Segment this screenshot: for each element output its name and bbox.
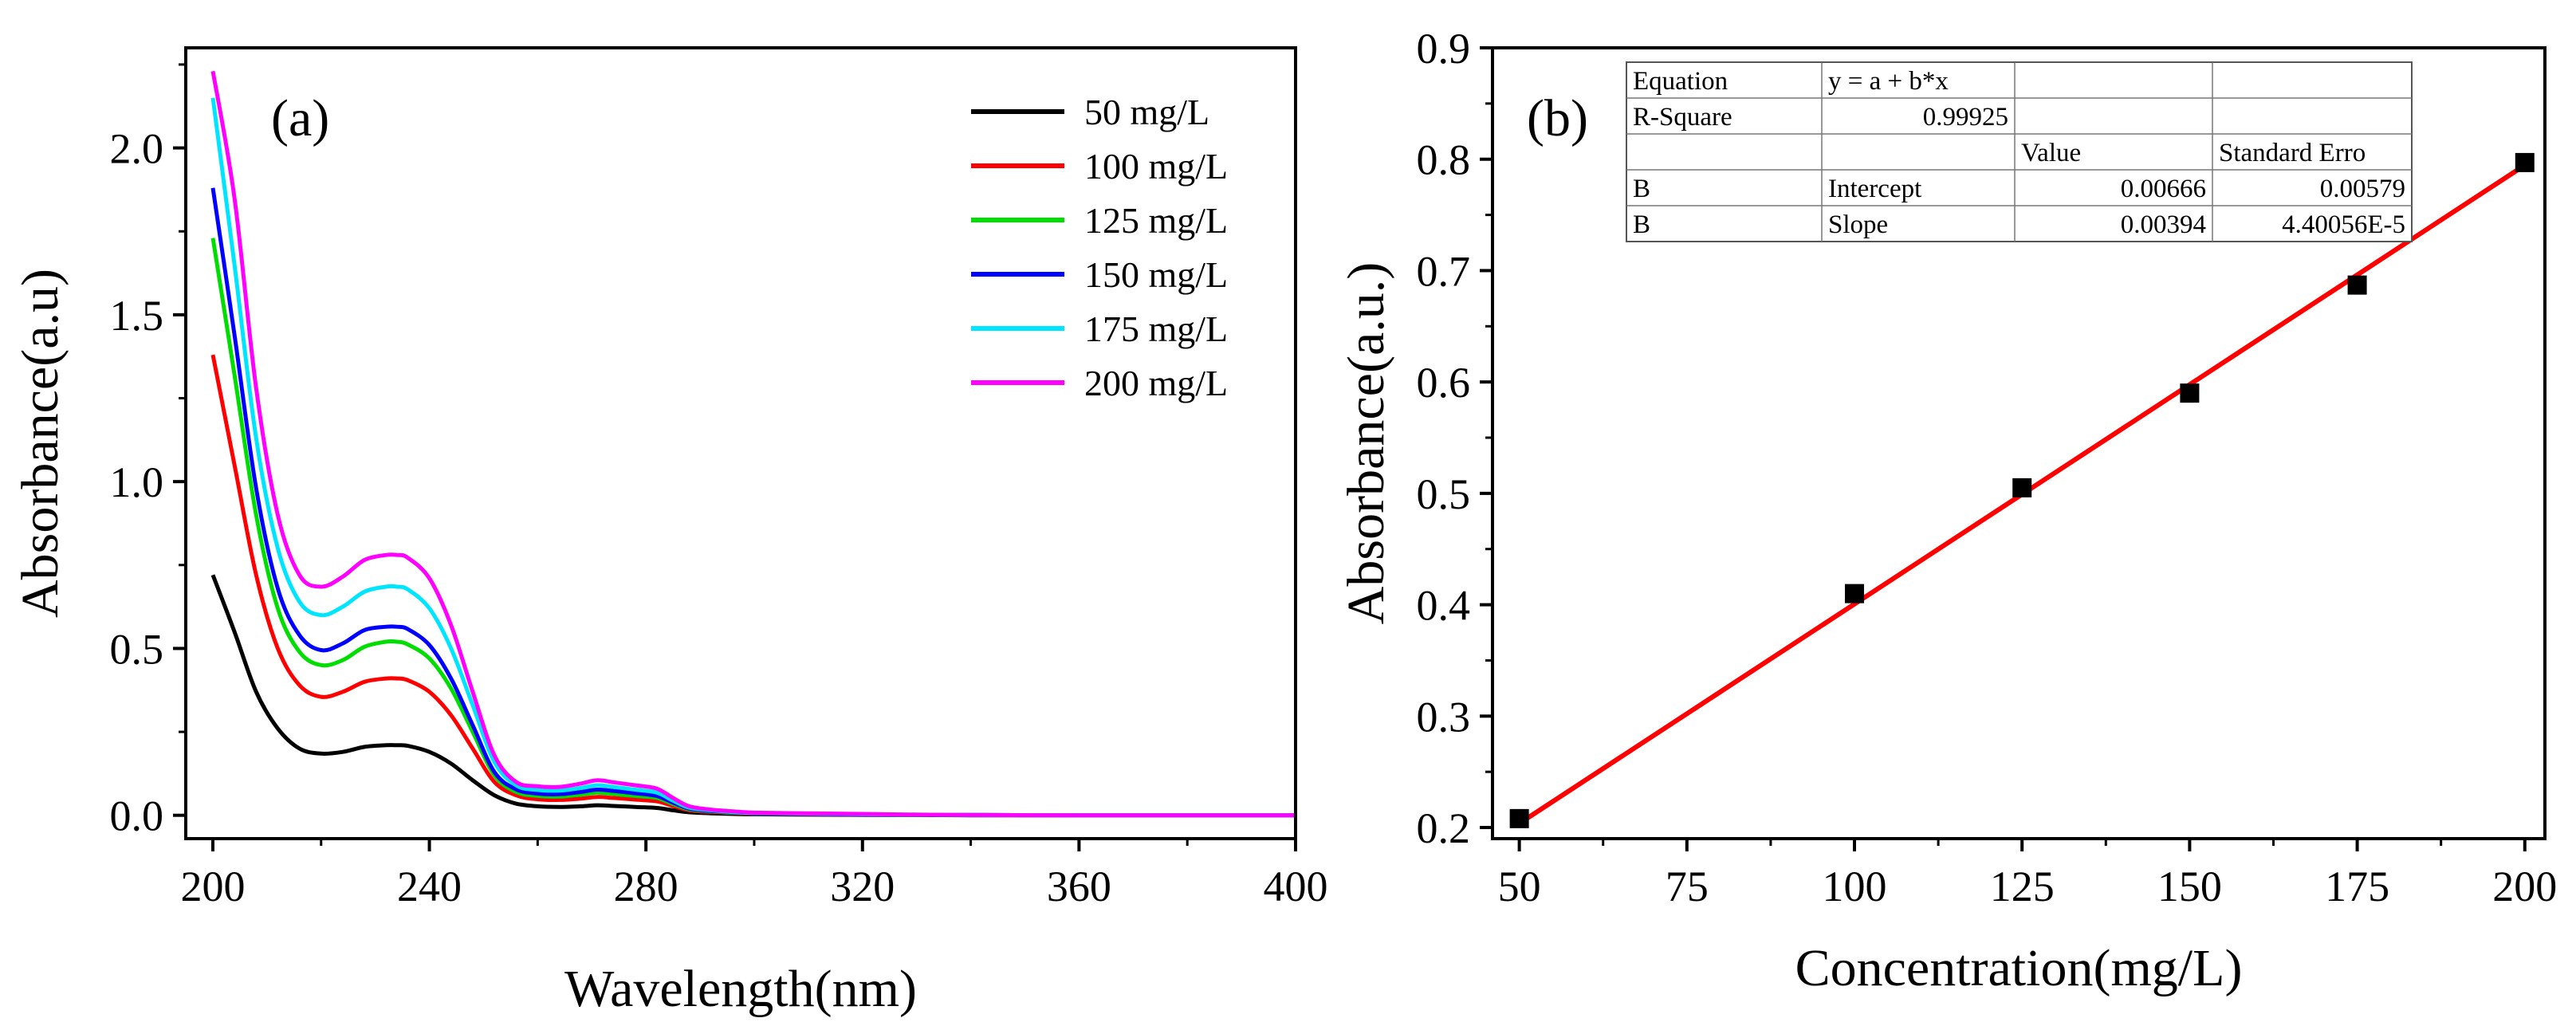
fit-table-cell: Value bbox=[2021, 139, 2081, 167]
fit-table-cell: 4.40056E-5 bbox=[2282, 210, 2405, 239]
b-data-point-4 bbox=[2347, 275, 2367, 295]
fit-table-cell: B bbox=[1633, 210, 1650, 239]
a-y-axis-title: Absorbance(a.u) bbox=[11, 269, 69, 618]
a-legend-label-0: 50 mg/L bbox=[1084, 92, 1209, 132]
fit-table-cell: Standard Erro bbox=[2219, 139, 2366, 167]
a-legend-label-5: 200 mg/L bbox=[1084, 363, 1228, 403]
a-x-tick-label: 400 bbox=[1264, 863, 1328, 910]
b-data-point-5 bbox=[2515, 152, 2535, 172]
b-y-tick-label: 0.4 bbox=[1417, 582, 1471, 630]
b-x-axis-title: Concentration(mg/L) bbox=[1795, 939, 2243, 997]
b-data-point-3 bbox=[2180, 383, 2200, 403]
b-x-tick-label: 200 bbox=[2492, 863, 2557, 910]
fit-table-cell: Slope bbox=[1828, 210, 1888, 239]
a-legend: 50 mg/L 100 mg/L 125 mg/L 150 mg/L 175 mg/L 2… bbox=[971, 92, 1228, 403]
b-x-tick-label: 150 bbox=[2157, 863, 2222, 910]
b-x-tick-label: 125 bbox=[1990, 863, 2055, 910]
fit-table-cell: B bbox=[1633, 175, 1650, 203]
b-points-group bbox=[1509, 152, 2535, 828]
b-x-tick-label: 100 bbox=[1823, 863, 1887, 910]
fit-table-cell: 0.99925 bbox=[1923, 103, 2008, 132]
a-y-tick-label: 1.0 bbox=[110, 458, 164, 506]
fit-table-cell: Equation bbox=[1633, 67, 1728, 96]
a-series-line-0 bbox=[210, 574, 1296, 818]
b-data-point-0 bbox=[1509, 808, 1529, 828]
b-plot-frame bbox=[1491, 46, 2547, 840]
b-y-tick-label: 0.2 bbox=[1417, 804, 1471, 852]
fit-table-cell: 0.00394 bbox=[2121, 210, 2206, 239]
b-y-tick-label: 0.3 bbox=[1417, 693, 1471, 741]
a-axis-ticks: 200 240 280 320 360 400 0.0 0.5 1.0 1.5 2.0 bbox=[110, 63, 1328, 910]
a-x-tick-label: 240 bbox=[397, 863, 462, 910]
a-series-line-5 bbox=[210, 70, 1296, 818]
b-y-tick-label: 0.9 bbox=[1417, 25, 1471, 73]
b-y-tick-label: 0.7 bbox=[1417, 247, 1471, 295]
a-series-group bbox=[210, 70, 1296, 818]
a-legend-label-1: 100 mg/L bbox=[1084, 146, 1228, 187]
b-data-point-2 bbox=[2012, 478, 2032, 497]
b-y-tick-label: 0.6 bbox=[1417, 359, 1471, 407]
b-axis-ticks: 50 75 100 125 150 175 200 0.2 0.3 0.4 0.5 0.6 0.7 0.8… bbox=[1417, 25, 2558, 910]
a-legend-label-2: 125 mg/L bbox=[1084, 200, 1228, 241]
b-panel-label: (b) bbox=[1527, 89, 1588, 147]
fit-table-cell: R-Square bbox=[1633, 103, 1732, 132]
fit-results-table: Equation y = a + b*x R-Square 0.99925 Value… bbox=[1626, 61, 2413, 242]
fit-table-cell: Intercept bbox=[1828, 175, 1921, 203]
b-data-point-1 bbox=[1845, 584, 1865, 603]
b-y-axis-title: Absorbance(a.u.) bbox=[1337, 262, 1395, 624]
a-x-tick-label: 320 bbox=[830, 863, 895, 910]
chart-panel-b: 50 75 100 125 150 175 200 0.2 0.3 0.4 0.5 0.6 0.7 0.8… bbox=[1337, 25, 2557, 997]
a-x-axis-title: Wavelength(nm) bbox=[564, 960, 917, 1018]
b-x-tick-label: 175 bbox=[2325, 863, 2389, 910]
chart-panel-a: 200 240 280 320 360 400 0.0 0.5 1.0 1.5 2.0 (a) Wa… bbox=[11, 46, 1328, 1018]
fit-table-cell: 0.00666 bbox=[2121, 175, 2206, 203]
fit-table-cell: 0.00579 bbox=[2320, 175, 2405, 203]
a-x-tick-label: 360 bbox=[1047, 863, 1111, 910]
a-y-tick-label: 0.0 bbox=[110, 792, 164, 840]
a-legend-label-4: 175 mg/L bbox=[1084, 309, 1228, 349]
a-y-tick-label: 0.5 bbox=[110, 625, 164, 673]
a-panel-label: (a) bbox=[271, 89, 329, 147]
a-y-tick-label: 1.5 bbox=[110, 292, 164, 340]
b-x-tick-label: 50 bbox=[1498, 863, 1541, 910]
b-x-tick-label: 75 bbox=[1666, 863, 1709, 910]
a-y-tick-label: 2.0 bbox=[110, 125, 164, 173]
b-y-tick-label: 0.5 bbox=[1417, 470, 1471, 518]
a-legend-label-3: 150 mg/L bbox=[1084, 254, 1228, 295]
fit-table-cell: y = a + b*x bbox=[1828, 67, 1949, 96]
a-x-tick-label: 200 bbox=[180, 863, 245, 910]
fit-table-frame bbox=[1626, 61, 2413, 242]
a-x-tick-label: 280 bbox=[614, 863, 678, 910]
b-y-tick-label: 0.8 bbox=[1417, 136, 1471, 184]
a-plot-frame bbox=[184, 46, 1297, 840]
